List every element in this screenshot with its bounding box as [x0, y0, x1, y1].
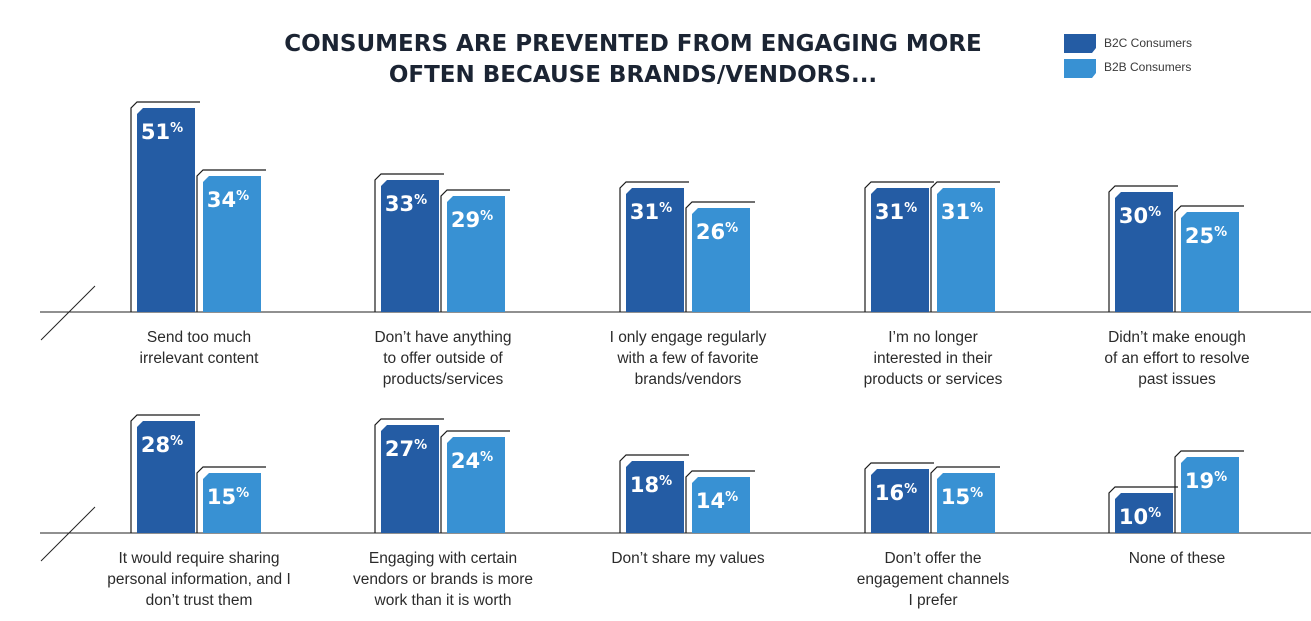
bar [871, 469, 929, 533]
bar-outline [930, 466, 1000, 533]
bar-outline [685, 201, 755, 312]
chart-title-line-2: OFTEN BECAUSE BRANDS/VENDORS... [389, 62, 877, 88]
bar [1115, 493, 1173, 533]
bar-outline [864, 181, 934, 312]
bar-outline [374, 418, 444, 533]
data-label: 26% [696, 220, 738, 244]
data-label: 51% [141, 120, 183, 144]
bar [381, 180, 439, 312]
legend-swatch-b2b [1064, 59, 1096, 78]
bar-outline [440, 189, 510, 312]
category-label: brands/vendors [635, 371, 742, 388]
bar-outline [619, 454, 689, 533]
category-label: Send too much [147, 329, 251, 346]
bar [692, 477, 750, 533]
category-label: I prefer [908, 592, 957, 609]
bar [1181, 212, 1239, 312]
bar-outline [864, 462, 934, 533]
bar-outline [440, 430, 510, 533]
category-label: past issues [1138, 371, 1216, 388]
category-label: engagement channels [857, 571, 1010, 588]
legend-label-b2c: B2C Consumers [1104, 36, 1192, 50]
bar [137, 421, 195, 533]
category-label: don’t trust them [146, 592, 253, 609]
category-label: I only engage regularly [610, 329, 767, 346]
bar [937, 188, 995, 312]
bar [1115, 192, 1173, 312]
category-label: vendors or brands is more [353, 571, 533, 588]
bar [626, 188, 684, 312]
category-label: interested in their [874, 350, 993, 367]
bar [203, 176, 261, 312]
legend: B2C Consumers B2B Consumers [1064, 34, 1192, 78]
bar [626, 461, 684, 533]
category-label: products/services [383, 371, 504, 388]
category-label: of an effort to resolve [1104, 350, 1249, 367]
bar [692, 208, 750, 312]
category-label: with a few of favorite [616, 350, 758, 367]
category-label: to offer outside of [383, 350, 503, 367]
bar-outline [1174, 205, 1244, 312]
axis-break-row-1 [40, 285, 96, 341]
category-label: I’m no longer [888, 329, 978, 346]
category-label: It would require sharing [118, 550, 279, 567]
bar [447, 196, 505, 312]
bar [137, 108, 195, 312]
category-label: Engaging with certain [369, 550, 517, 567]
bar-outline [1108, 486, 1178, 533]
category-label: work than it is worth [374, 592, 512, 609]
bar [937, 473, 995, 533]
legend-label-b2b: B2B Consumers [1104, 60, 1191, 74]
bar-outline [130, 414, 200, 533]
category-label: None of these [1129, 550, 1226, 567]
category-label: personal information, and I [107, 571, 291, 588]
bar-outline [1174, 450, 1244, 533]
category-label: Don’t share my values [611, 550, 765, 567]
bar-outline [1108, 185, 1178, 312]
bar-outline [374, 173, 444, 312]
bar-outline [930, 181, 1000, 312]
chart-title-line-1: CONSUMERS ARE PREVENTED FROM ENGAGING MO… [284, 31, 982, 57]
bar [203, 473, 261, 533]
category-label: irrelevant content [140, 350, 260, 367]
category-label: products or services [864, 371, 1003, 388]
category-label: Don’t have anything [374, 329, 511, 346]
data-label: 25% [1185, 224, 1227, 248]
data-label: 31% [941, 200, 983, 224]
category-label: Don’t offer the [884, 550, 981, 567]
category-label: Didn’t make enough [1108, 329, 1246, 346]
data-label: 33% [385, 192, 427, 216]
axis-break-row-2 [40, 506, 96, 562]
bar-outline [130, 101, 200, 312]
bar [871, 188, 929, 312]
bar [1181, 457, 1239, 533]
bar-outline [196, 466, 266, 533]
bar-outline [619, 181, 689, 312]
legend-swatch-b2c [1064, 34, 1096, 53]
bar [381, 425, 439, 533]
bar [447, 437, 505, 533]
bar-outline [196, 169, 266, 312]
bar-outline [685, 470, 755, 533]
